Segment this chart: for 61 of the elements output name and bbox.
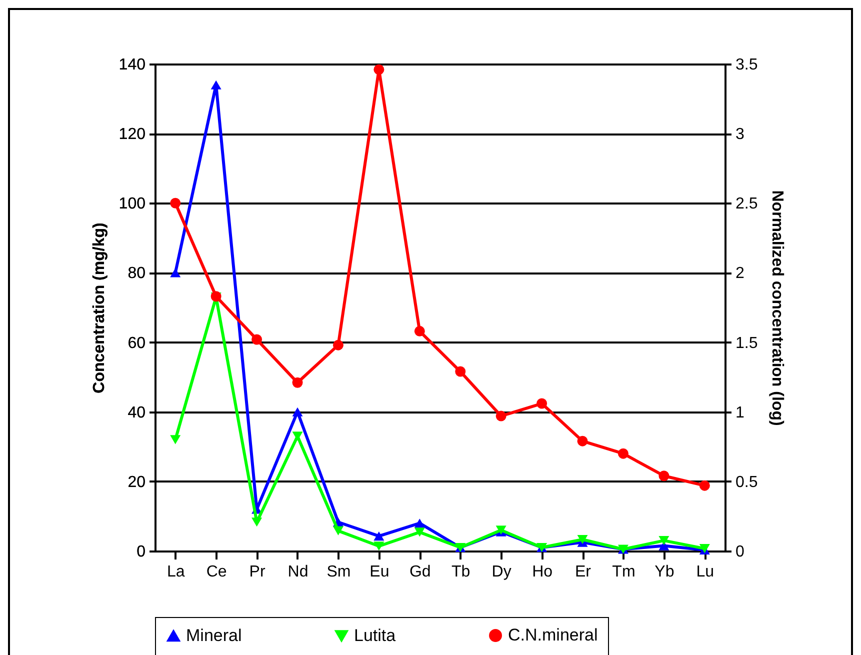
x-tick-label: Eu <box>370 564 390 580</box>
point <box>332 526 344 536</box>
y2-tick-label: 3.5 <box>736 56 758 74</box>
point <box>374 532 384 541</box>
point <box>170 268 181 278</box>
x-tick-label: Ho <box>532 564 553 580</box>
y-tick-label: 80 <box>128 265 146 282</box>
point <box>170 435 181 444</box>
x-tick-label: Nd <box>288 564 308 580</box>
point <box>292 407 303 416</box>
y2-tick-label: 1 <box>736 404 744 422</box>
x-tick-label: Tb <box>452 564 470 580</box>
y2-tick-label: 0 <box>736 544 744 560</box>
y2-tick-label: 2 <box>736 265 744 282</box>
point <box>170 198 181 208</box>
legend-label: Mineral <box>186 626 242 645</box>
y-axis-title: Concentration (mg/kg) <box>90 222 108 394</box>
x-tick-label: Pr <box>249 564 266 580</box>
point <box>374 64 384 75</box>
point <box>414 326 425 336</box>
point <box>577 436 588 446</box>
point <box>658 536 670 546</box>
y-tick-label: 120 <box>118 126 146 144</box>
x-tick-label: Sm <box>326 564 351 580</box>
y2-tick-label: 0.5 <box>736 474 758 491</box>
point <box>658 470 670 482</box>
y-tick-label: 100 <box>118 196 146 213</box>
point <box>455 366 466 377</box>
point <box>252 334 262 345</box>
x-tick-label: Ce <box>206 564 227 580</box>
point <box>332 340 344 350</box>
legend-label: Lutita <box>354 626 396 645</box>
point <box>292 377 303 388</box>
legend-label: C.N.mineral <box>508 626 598 645</box>
point <box>414 528 425 537</box>
y-tick-label: 60 <box>128 334 146 352</box>
y2-tick-label: 3 <box>736 126 744 144</box>
y2-axis-title: Normalized concentration (log) <box>768 190 786 426</box>
point <box>414 518 425 528</box>
x-tick-label: Yb <box>654 564 674 580</box>
point <box>210 80 222 90</box>
y-tick-label: 20 <box>128 474 146 491</box>
point <box>496 410 506 422</box>
x-tick-label: La <box>166 564 185 580</box>
y2-tick-label: 1.5 <box>736 334 758 352</box>
x-tick-label: Lu <box>696 564 714 580</box>
y2-tick-label: 2.5 <box>736 196 758 213</box>
x-tick-label: Gd <box>409 564 431 580</box>
x-tick-label: Tm <box>612 564 636 580</box>
point <box>374 542 384 551</box>
point <box>536 398 548 409</box>
x-tick-label: Er <box>575 564 592 580</box>
y-tick-label: 0 <box>136 544 146 560</box>
point <box>699 480 710 491</box>
x-tick-label: Dy <box>492 564 512 580</box>
y-tick-label: 40 <box>128 404 146 422</box>
point <box>577 534 588 544</box>
y-tick-label: 140 <box>118 56 146 74</box>
point <box>292 432 303 441</box>
point <box>618 448 628 459</box>
point <box>252 518 262 527</box>
